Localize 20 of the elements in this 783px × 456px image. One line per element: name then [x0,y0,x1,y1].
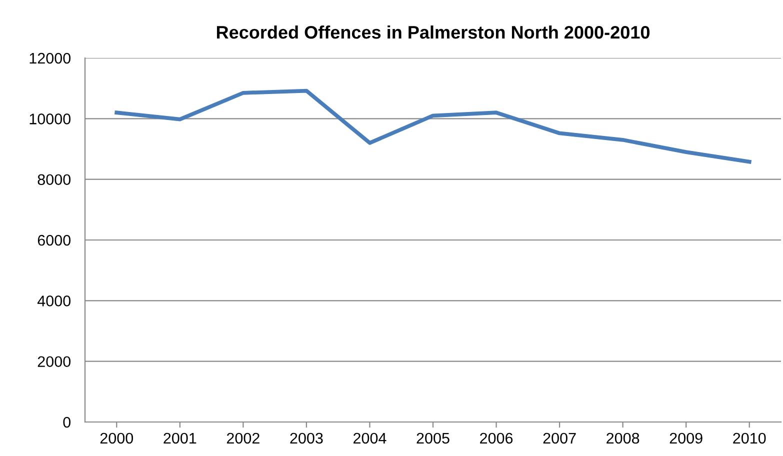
x-tick-label: 2010 [733,432,766,444]
x-tick-label: 2006 [480,432,513,444]
y-tick-label: 4000 [37,296,71,306]
y-tick-label: 10000 [30,114,71,124]
y-tick-label: 12000 [30,52,71,64]
y-tick-label: 8000 [38,174,71,186]
chart-title: Recorded Offences in Palmerston North 2000-2010 [216,25,650,39]
x-tick-label: 2005 [416,432,450,444]
line-series [114,88,752,164]
x-tick-label: 2001 [164,432,196,444]
y-tick-label: 2000 [38,356,71,368]
x-tick-label: 2002 [226,432,260,444]
y-tick-label: 0 [63,416,71,428]
x-tick-label: 2004 [354,432,386,444]
x-tick-label: 2000 [100,432,134,444]
x-tick-label: 2007 [543,432,576,444]
y-tick-label: 6000 [38,234,71,246]
x-tick-label: 2009 [670,432,702,444]
x-tick-label: 2003 [290,432,323,444]
x-tick-label: 2008 [606,432,640,444]
